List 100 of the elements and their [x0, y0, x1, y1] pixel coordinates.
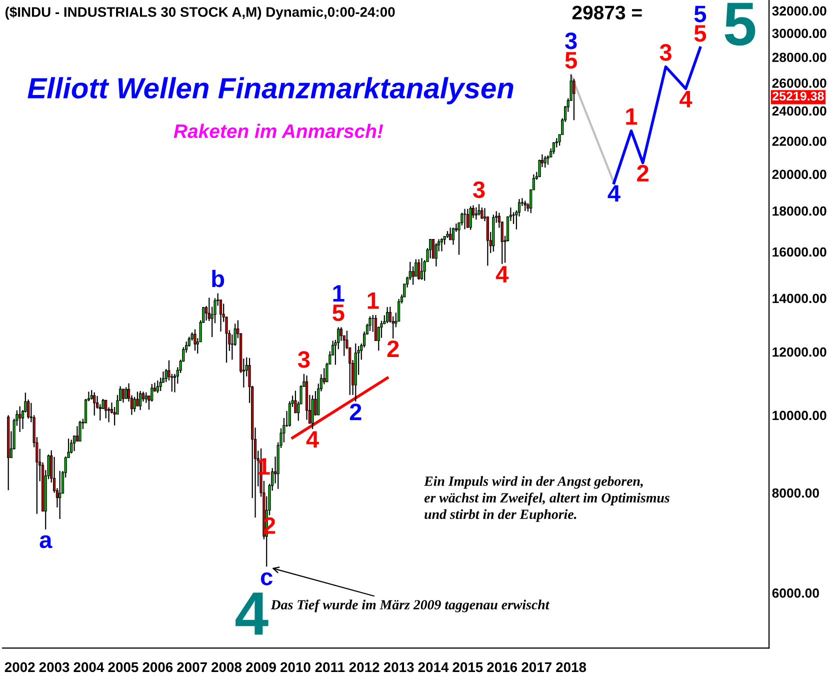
candlestick [122, 388, 125, 404]
candlestick [466, 208, 469, 228]
y-tick-label: 22000.00 [772, 136, 826, 146]
x-tick-label: 2005 [108, 662, 138, 672]
x-tick-label: 2013 [384, 662, 414, 672]
y-tick-label: 18000.00 [772, 206, 826, 216]
annotation: 3 [298, 351, 310, 368]
x-tick-label: 2010 [280, 662, 310, 672]
candlestick [478, 204, 480, 216]
x-tick-label: 2007 [177, 662, 207, 672]
annotation: c [260, 572, 272, 586]
annotation: Ein Impuls wird in der Angst geboren, er wächst im Zweifel, altert im Optimismus und stirbt in der Euphorie. [424, 476, 670, 522]
candlestick [194, 328, 196, 352]
annotation: 1 [626, 108, 638, 125]
annotation: 2 [350, 404, 362, 420]
text: Elliott Wellen Finanzmarktanalysen [28, 77, 514, 104]
annotation: 4 [236, 592, 268, 635]
annotation: 4 [306, 431, 319, 448]
x-tick-label: 2002 [4, 662, 35, 672]
y-tick-label: 28000.00 [772, 52, 826, 62]
annotation: Das Tief wurde im März 2009 taggenau erwischt [270, 600, 550, 612]
annotation: 4 [608, 185, 620, 202]
x-tick-label: 2014 [418, 662, 449, 672]
annotation: 4 [496, 266, 509, 282]
candlestick [412, 266, 414, 286]
candlestick [139, 390, 142, 411]
annotation: 3 [660, 44, 672, 61]
candlestick [93, 392, 96, 416]
candlestick [572, 78, 576, 121]
line-series [612, 46, 702, 184]
candlestick [420, 258, 424, 280]
y-tick-label: 30000.00 [772, 28, 826, 38]
y-tick-label: 14000.00 [772, 294, 826, 304]
x-tick-label: 2003 [39, 662, 70, 672]
text: 25219.38 [772, 92, 824, 101]
annotation: ($INDU - INDUSTRIALS 30 STOCK A,M) Dynamic,0:00-24:00 [5, 6, 395, 20]
candlestick [18, 406, 22, 432]
candlestick [133, 396, 136, 412]
annotation: 5 [332, 304, 344, 322]
candlestick [124, 386, 128, 400]
x-tick-label: 2011 [315, 662, 345, 672]
candlestick [58, 470, 62, 520]
y-tick-label: 16000.00 [772, 247, 826, 257]
annotation: 5 [565, 52, 577, 69]
annotation: 3 [472, 181, 485, 198]
y-tick-label: 12000.00 [772, 347, 826, 357]
annotation: 5 [694, 6, 706, 22]
candlestick [463, 208, 466, 230]
x-tick-label: 2006 [142, 662, 173, 672]
candlestick [418, 258, 420, 280]
candlestick [552, 142, 555, 155]
annotation: a [40, 535, 52, 548]
y-tick-label: 8000.00 [772, 488, 819, 498]
candlestick [386, 306, 389, 324]
y-tick-label: 26000.00 [772, 78, 826, 88]
annotation: 5 [694, 25, 706, 42]
annotation: 1 [333, 285, 344, 302]
candlestick [368, 316, 372, 332]
x-tick-label: 2015 [452, 662, 483, 672]
annotation: 3 [565, 32, 577, 50]
y-tick-label: 6000.00 [772, 588, 819, 598]
y-tick-label: 24000.00 [772, 106, 826, 116]
x-tick-label: 2008 [212, 662, 242, 672]
candlestick [104, 400, 108, 419]
candlestick [452, 227, 455, 246]
x-tick-label: 2004 [74, 662, 104, 672]
candlestick [90, 390, 93, 400]
candlestick [469, 206, 472, 230]
annotation: 4 [680, 90, 692, 108]
y-tick-label: 32000.00 [772, 6, 826, 16]
candlestick [72, 435, 76, 452]
x-tick-label: 2018 [556, 662, 586, 672]
annotation: 5 [724, 2, 756, 46]
y-tick-label: 20000.00 [772, 170, 826, 180]
x-tick-label: 2009 [246, 662, 276, 672]
candlestick [449, 227, 452, 240]
candlestick [70, 439, 73, 454]
candlestick [156, 380, 159, 394]
annotation: 29873 = [572, 6, 642, 20]
x-tick-label: 2017 [522, 662, 552, 672]
y-tick-label: 10000.00 [772, 410, 826, 420]
annotation: 2 [637, 164, 648, 182]
candlestick [144, 392, 148, 404]
annotation: b [212, 270, 224, 288]
x-tick-label: 2012 [349, 662, 380, 672]
candlestick [76, 426, 78, 442]
candlestick [78, 420, 82, 442]
x-tick-label: 2016 [487, 662, 518, 672]
candlestick [150, 383, 154, 402]
candlestick [546, 154, 550, 166]
candlestick [544, 155, 546, 168]
candlestick [434, 242, 438, 267]
candlestick [136, 391, 139, 407]
candlestick [460, 212, 464, 226]
candlestick [480, 206, 484, 220]
candlestick [474, 206, 478, 220]
annotation: 2 [387, 340, 399, 357]
candlestick [429, 238, 432, 259]
annotation: 1 [368, 292, 379, 309]
candlestick [440, 238, 444, 252]
